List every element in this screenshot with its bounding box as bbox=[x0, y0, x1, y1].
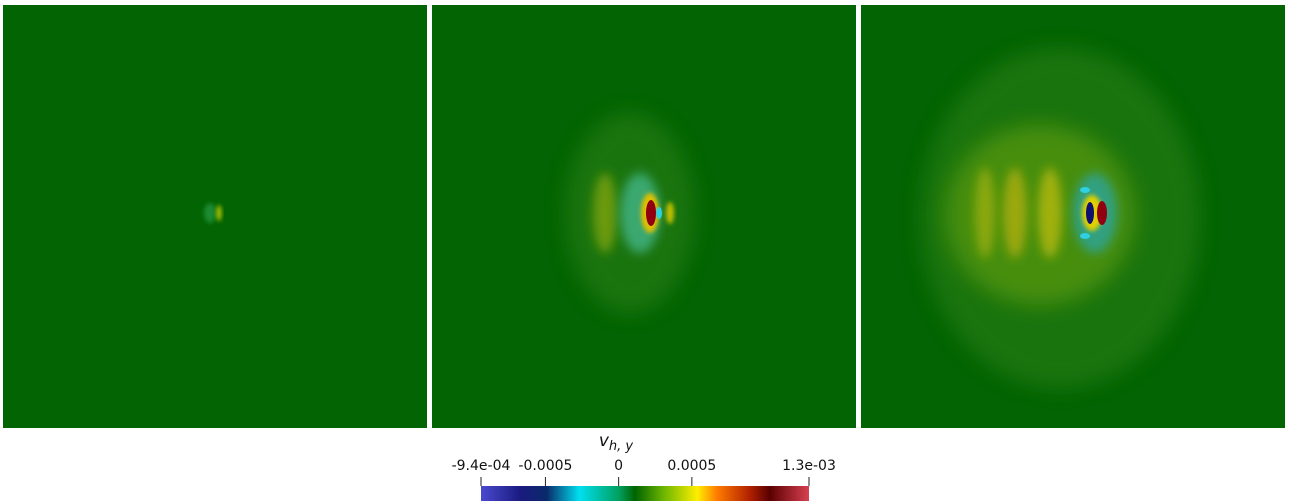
colorbar-title: vh, y bbox=[599, 431, 634, 454]
wave bbox=[975, 168, 995, 258]
wave bbox=[204, 203, 216, 223]
colorbar-scale bbox=[481, 486, 809, 501]
wave bbox=[1003, 168, 1027, 258]
wave bbox=[656, 207, 662, 219]
wave bbox=[1086, 202, 1094, 224]
figure: vh, y -9.4e-04 -0.0005 0 0.0005 1.3e-03 bbox=[0, 0, 1298, 504]
page: {"colorbar": {"title": {"main": "v", "su… bbox=[0, 0, 1298, 504]
wave bbox=[1080, 187, 1090, 193]
wave bbox=[1080, 233, 1090, 239]
tick-label: 0 bbox=[614, 458, 623, 474]
panel bbox=[3, 5, 427, 428]
wave bbox=[1038, 168, 1062, 258]
tick-label: -0.0005 bbox=[518, 458, 572, 474]
tick-label: 0.0005 bbox=[667, 458, 716, 474]
wave bbox=[217, 205, 222, 221]
panel bbox=[861, 5, 1285, 428]
wave bbox=[666, 202, 674, 224]
wave bbox=[593, 173, 617, 253]
wave bbox=[646, 200, 656, 226]
wave bbox=[1097, 201, 1107, 225]
tick-label: -9.4e-04 bbox=[452, 458, 511, 474]
tick-label: 1.3e-03 bbox=[782, 458, 836, 474]
title-subscript: h, y bbox=[609, 439, 634, 454]
panel bbox=[432, 5, 856, 428]
colorbar: vh, y -9.4e-04 -0.0005 0 0.0005 1.3e-03 bbox=[452, 431, 836, 501]
